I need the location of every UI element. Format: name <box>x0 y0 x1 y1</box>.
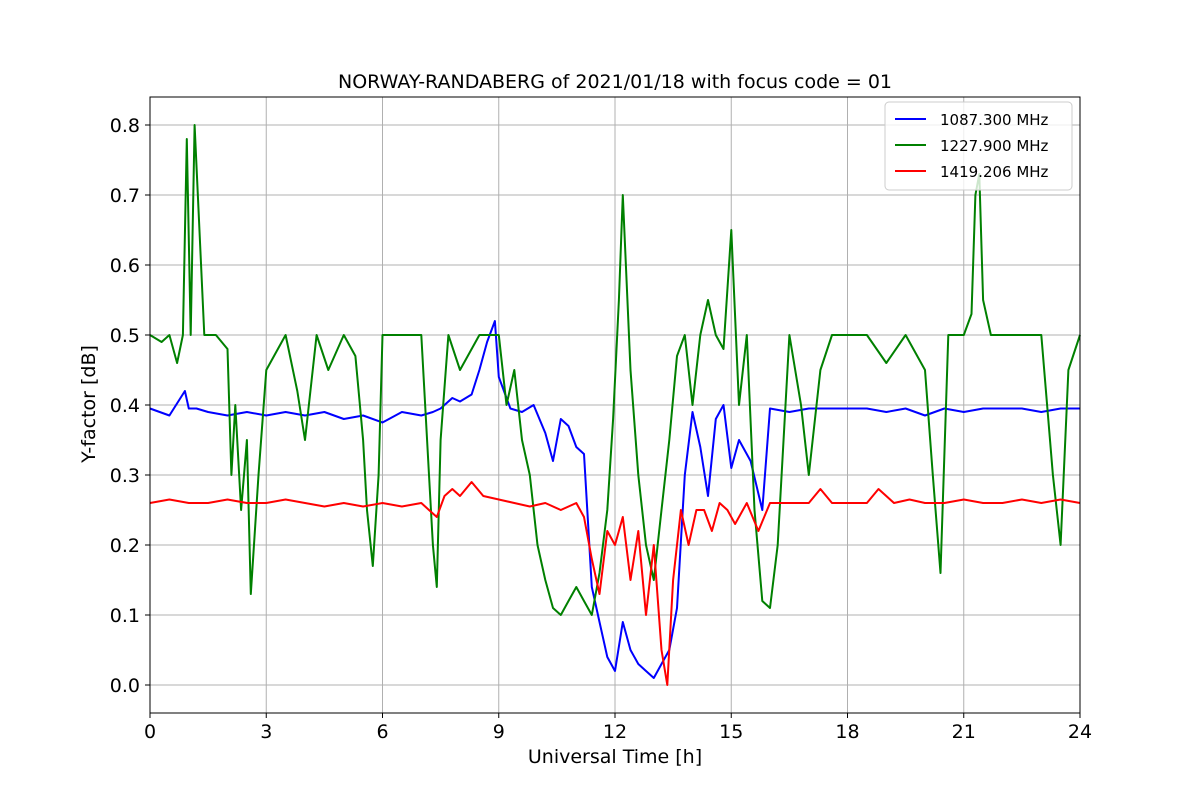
series-line-2 <box>149 124 1081 616</box>
series-line-3 <box>149 481 1081 686</box>
legend-label-1419: 1419.206 MHz <box>940 163 1049 181</box>
legend-label-1087: 1087.300 MHz <box>940 111 1049 129</box>
x-tick-label: 18 <box>835 721 859 743</box>
y-tick-label: 0.2 <box>110 535 140 557</box>
y-tick-label: 0.5 <box>110 325 140 347</box>
x-tick-label: 3 <box>260 721 272 743</box>
x-tick-label: 6 <box>376 721 388 743</box>
y-axis-ticks: 0.0 0.1 0.2 0.3 0.4 0.5 0.6 0.7 0.8 <box>110 115 150 697</box>
legend-label-1227: 1227.900 MHz <box>940 137 1049 155</box>
y-tick-label: 0.3 <box>110 465 140 487</box>
plot-area <box>149 124 1081 686</box>
y-tick-label: 0.6 <box>110 255 140 277</box>
x-axis-label: Universal Time [h] <box>528 746 702 768</box>
x-tick-label: 15 <box>719 721 743 743</box>
legend-box <box>884 101 1073 191</box>
y-tick-label: 0.1 <box>110 605 140 627</box>
x-tick-label: 24 <box>1068 721 1092 743</box>
series-line-1 <box>149 320 1080 679</box>
x-axis-ticks: 0 3 6 9 12 15 18 21 24 <box>144 713 1092 743</box>
y-tick-label: 0.0 <box>110 675 140 697</box>
y-axis-label: Y-factor [dB] <box>78 345 100 464</box>
y-tick-label: 0.8 <box>110 115 140 137</box>
chart-title: NORWAY-RANDABERG of 2021/01/18 with focu… <box>338 71 892 93</box>
x-tick-label: 0 <box>144 721 156 743</box>
x-tick-label: 12 <box>603 721 627 743</box>
x-tick-label: 21 <box>952 721 976 743</box>
y-tick-label: 0.4 <box>110 395 140 417</box>
y-tick-label: 0.7 <box>110 185 140 207</box>
x-tick-label: 9 <box>493 721 505 743</box>
legend: 1087.300 MHz 1227.900 MHz 1419.206 MHz <box>884 101 1073 191</box>
